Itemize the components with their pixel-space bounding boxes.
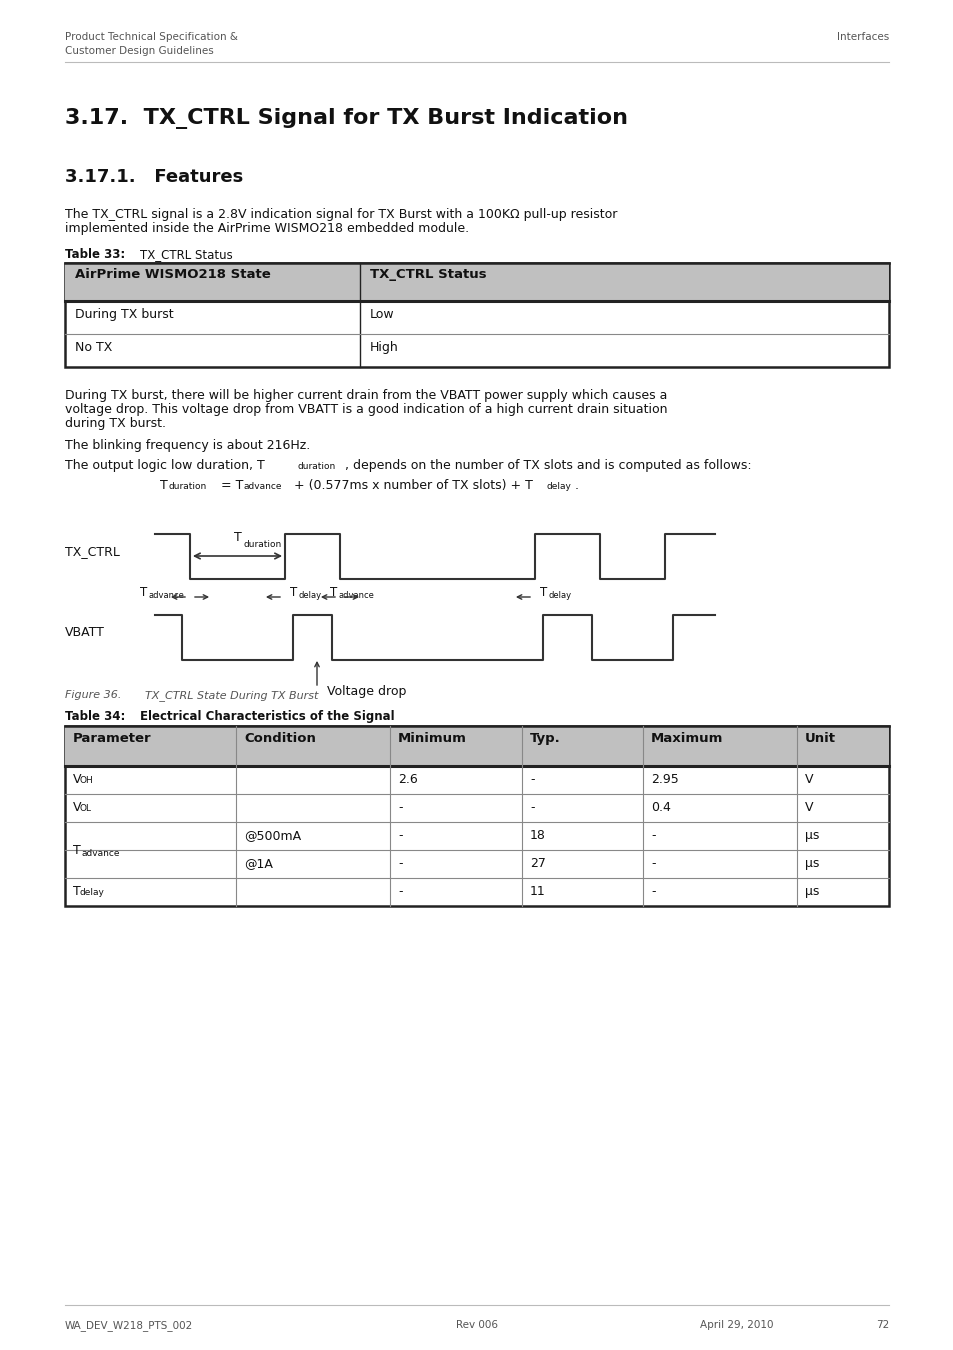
Text: advance: advance — [244, 482, 282, 491]
Text: μs: μs — [804, 886, 819, 898]
Text: During TX burst, there will be higher current drain from the VBATT power supply : During TX burst, there will be higher cu… — [65, 389, 667, 402]
Text: delay: delay — [298, 590, 322, 599]
Text: Minimum: Minimum — [397, 732, 466, 745]
Text: VBATT: VBATT — [65, 626, 105, 640]
Text: Typ.: Typ. — [530, 732, 560, 745]
Text: 27: 27 — [530, 857, 545, 869]
Text: delay: delay — [548, 590, 572, 599]
Text: duration: duration — [169, 482, 207, 491]
Text: Interfaces: Interfaces — [836, 32, 888, 42]
Text: 2.6: 2.6 — [397, 774, 417, 786]
Text: T: T — [233, 531, 241, 544]
Text: -: - — [397, 801, 402, 814]
Text: μs: μs — [804, 829, 819, 842]
Text: T: T — [160, 479, 168, 491]
Text: April 29, 2010: April 29, 2010 — [700, 1320, 773, 1330]
Text: advance: advance — [338, 590, 375, 599]
Text: Table 34:: Table 34: — [65, 710, 125, 724]
Text: delay: delay — [546, 482, 571, 491]
Text: T: T — [73, 844, 81, 856]
Text: -: - — [397, 829, 402, 842]
Text: T: T — [140, 586, 147, 598]
Text: During TX burst: During TX burst — [75, 308, 173, 321]
Text: TX_CTRL Status: TX_CTRL Status — [140, 248, 233, 261]
Bar — [65, 726, 888, 906]
Bar — [65, 726, 888, 765]
Text: V: V — [804, 774, 813, 786]
Text: Unit: Unit — [804, 732, 835, 745]
Text: @1A: @1A — [244, 857, 273, 869]
Text: -: - — [650, 886, 655, 898]
Text: -: - — [397, 857, 402, 869]
Text: 18: 18 — [530, 829, 545, 842]
Text: μs: μs — [804, 857, 819, 869]
Text: TX_CTRL State During TX Burst: TX_CTRL State During TX Burst — [145, 690, 318, 701]
Text: T: T — [330, 586, 337, 598]
Text: V: V — [73, 774, 81, 786]
Text: V: V — [73, 801, 81, 814]
Bar — [65, 263, 888, 301]
Text: Voltage drop: Voltage drop — [327, 684, 406, 698]
Text: voltage drop. This voltage drop from VBATT is a good indication of a high curren: voltage drop. This voltage drop from VBA… — [65, 404, 667, 416]
Text: 3.17.  TX_CTRL Signal for TX Burst Indication: 3.17. TX_CTRL Signal for TX Burst Indica… — [65, 108, 627, 130]
Text: TX_CTRL: TX_CTRL — [65, 545, 120, 559]
Text: Figure 36.: Figure 36. — [65, 690, 121, 701]
Text: @500mA: @500mA — [244, 829, 301, 842]
Bar — [65, 263, 888, 367]
Text: OH: OH — [79, 776, 93, 784]
Text: Parameter: Parameter — [73, 732, 152, 745]
Text: The output logic low duration, T: The output logic low duration, T — [65, 459, 265, 472]
Text: 11: 11 — [530, 886, 545, 898]
Text: 3.17.1.   Features: 3.17.1. Features — [65, 167, 243, 186]
Text: during TX burst.: during TX burst. — [65, 417, 166, 431]
Text: TX_CTRL Status: TX_CTRL Status — [370, 269, 486, 281]
Text: T: T — [290, 586, 297, 598]
Text: WA_DEV_W218_PTS_002: WA_DEV_W218_PTS_002 — [65, 1320, 193, 1331]
Text: -: - — [650, 857, 655, 869]
Text: No TX: No TX — [75, 342, 112, 354]
Text: Table 33:: Table 33: — [65, 248, 125, 261]
Text: -: - — [530, 774, 534, 786]
Text: advance: advance — [149, 590, 185, 599]
Text: AirPrime WISMO218 State: AirPrime WISMO218 State — [75, 269, 271, 281]
Text: The TX_CTRL signal is a 2.8V indication signal for TX Burst with a 100KΩ pull-up: The TX_CTRL signal is a 2.8V indication … — [65, 208, 617, 221]
Text: .: . — [575, 479, 578, 491]
Text: = T: = T — [216, 479, 243, 491]
Text: Product Technical Specification &: Product Technical Specification & — [65, 32, 237, 42]
Text: T: T — [539, 586, 547, 598]
Text: 0.4: 0.4 — [650, 801, 670, 814]
Text: Condition: Condition — [244, 732, 315, 745]
Text: duration: duration — [243, 540, 281, 549]
Text: 72: 72 — [875, 1320, 888, 1330]
Text: -: - — [397, 886, 402, 898]
Text: 2.95: 2.95 — [650, 774, 678, 786]
Text: -: - — [650, 829, 655, 842]
Text: -: - — [530, 801, 534, 814]
Text: Maximum: Maximum — [650, 732, 722, 745]
Text: implemented inside the AirPrime WISMO218 embedded module.: implemented inside the AirPrime WISMO218… — [65, 221, 469, 235]
Text: Electrical Characteristics of the Signal: Electrical Characteristics of the Signal — [140, 710, 395, 724]
Text: High: High — [370, 342, 398, 354]
Text: T: T — [73, 886, 81, 898]
Text: + (0.577ms x number of TX slots) + T: + (0.577ms x number of TX slots) + T — [290, 479, 533, 491]
Text: duration: duration — [297, 462, 335, 471]
Text: V: V — [804, 801, 813, 814]
Text: delay: delay — [79, 888, 104, 896]
Text: Low: Low — [370, 308, 395, 321]
Text: The blinking frequency is about 216Hz.: The blinking frequency is about 216Hz. — [65, 439, 310, 452]
Text: Customer Design Guidelines: Customer Design Guidelines — [65, 46, 213, 55]
Text: advance: advance — [82, 849, 120, 857]
Text: Rev 006: Rev 006 — [456, 1320, 497, 1330]
Text: , depends on the number of TX slots and is computed as follows:: , depends on the number of TX slots and … — [345, 459, 751, 472]
Text: OL: OL — [79, 805, 91, 813]
